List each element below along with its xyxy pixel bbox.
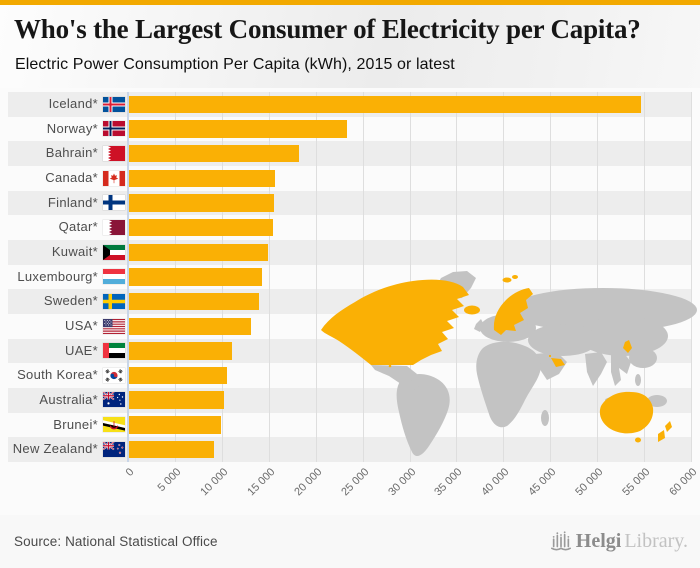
flag-kuwait-icon	[103, 244, 125, 260]
country-label: Qatar*	[58, 219, 98, 235]
logo-text-library: Library.	[624, 530, 688, 552]
chart-row: Bahrain*	[8, 141, 692, 166]
chart-row: Qatar*	[8, 215, 692, 240]
chart-row: Luxembourg*	[8, 264, 692, 290]
flag-australia-icon	[103, 392, 125, 408]
bar-luxembourg	[128, 268, 262, 286]
flag-norway-icon	[103, 121, 125, 137]
bar-australia	[128, 391, 225, 409]
x-axis-ticks: 0 5 000 10 000 15 000 20 000 25 000 30 000 35 0…	[0, 466, 700, 515]
page-title: Who's the Largest Consumer of Electricit…	[14, 14, 641, 44]
chart-row: Kuwait*	[8, 239, 692, 265]
x-tick-label: 45 000	[526, 466, 559, 499]
gridline	[315, 92, 317, 462]
flag-luxembourg-icon	[103, 269, 125, 285]
bar-south-korea	[128, 366, 227, 385]
flag-new-zealand-icon	[103, 441, 125, 457]
bar-canada	[128, 169, 275, 187]
gridline	[597, 92, 599, 462]
x-tick-label: 25 000	[338, 466, 372, 499]
chart-header: Who's the Largest Consumer of Electricit…	[0, 5, 700, 88]
country-label: Norway*	[46, 120, 98, 136]
flag-qatar-icon	[103, 219, 125, 235]
flag-uae-icon	[103, 343, 125, 359]
logo-text-helgi: Helgi	[575, 530, 622, 552]
gridline	[550, 92, 552, 462]
bar-chart: Iceland* Norway* Bahrain* Canada* Finland* Qa…	[0, 88, 700, 515]
helgi-logo-icon	[550, 531, 571, 551]
bar-uae	[128, 342, 232, 360]
gridline	[409, 92, 411, 462]
flag-finland-icon	[103, 195, 125, 211]
x-tick-label: 35 000	[432, 466, 465, 499]
bar-brunei	[128, 416, 221, 434]
chart-row: South Korea*	[8, 363, 692, 388]
flag-iceland-icon	[103, 96, 125, 112]
map-highlighted-countries	[321, 275, 672, 443]
x-tick-label: 30 000	[385, 466, 418, 499]
x-tick-label: 0	[123, 466, 137, 479]
country-label: Canada*	[45, 169, 98, 185]
country-label: Kuwait*	[51, 243, 98, 259]
gridline	[691, 92, 692, 462]
country-label: Brunei*	[53, 416, 98, 432]
x-tick-label: 15 000	[244, 466, 278, 499]
chart-row: Finland*	[8, 190, 692, 216]
country-label: Australia*	[39, 391, 98, 407]
chart-row: Canada*	[8, 165, 692, 191]
flag-sweden-icon	[103, 293, 125, 309]
country-label: Luxembourg*	[17, 268, 98, 284]
chart-row: New Zealand*	[8, 437, 692, 462]
source-note: Source: National Statistical Office	[14, 534, 218, 549]
x-tick-label: 40 000	[479, 466, 512, 499]
flag-south-korea-icon	[103, 367, 125, 383]
bar-finland	[128, 194, 274, 212]
gridline	[268, 92, 270, 462]
country-label: South Korea*	[17, 367, 98, 383]
x-tick-label: 20 000	[291, 466, 325, 499]
country-label: USA*	[65, 317, 98, 333]
chart-row: Brunei*	[8, 412, 692, 438]
flag-canada-icon	[103, 170, 125, 186]
top-accent-bar	[0, 0, 700, 5]
gridline	[644, 92, 646, 462]
flag-brunei-icon	[103, 417, 125, 433]
helgi-library-logo: Helgi Library.	[549, 530, 688, 553]
country-label: Iceland*	[48, 96, 98, 111]
bar-iceland	[128, 95, 641, 113]
x-tick-label: 10 000	[197, 466, 231, 499]
country-label: Sweden*	[43, 293, 98, 309]
bar-new-zealand	[128, 440, 214, 459]
flag-usa-icon	[103, 318, 125, 334]
country-label: Finland*	[47, 194, 98, 210]
bar-sweden	[128, 292, 259, 311]
gridline	[503, 92, 505, 462]
gridline	[362, 92, 364, 462]
chart-footer: Source: National Statistical Office Helg…	[0, 515, 700, 568]
bar-qatar	[128, 218, 273, 237]
world-map-background	[321, 271, 697, 457]
bar-bahrain	[128, 144, 300, 163]
chart-row: Australia*	[8, 387, 692, 413]
country-label: Bahrain*	[45, 145, 98, 161]
chart-row: Norway*	[8, 116, 692, 142]
bar-usa	[128, 317, 251, 335]
x-tick-label: 50 000	[573, 466, 606, 499]
x-tick-label: 5 000	[155, 466, 184, 494]
chart-subtitle: Electric Power Consumption Per Capita (k…	[15, 56, 455, 73]
chart-row: Iceland*	[8, 92, 692, 117]
bar-kuwait	[128, 243, 269, 261]
bar-norway	[128, 120, 348, 138]
y-axis-line	[126, 92, 129, 462]
country-label: New Zealand*	[12, 441, 98, 457]
x-tick-label: 60 000	[667, 466, 700, 499]
x-tick-label: 55 000	[620, 466, 653, 499]
country-label: UAE*	[65, 342, 98, 358]
flag-bahrain-icon	[103, 145, 125, 161]
